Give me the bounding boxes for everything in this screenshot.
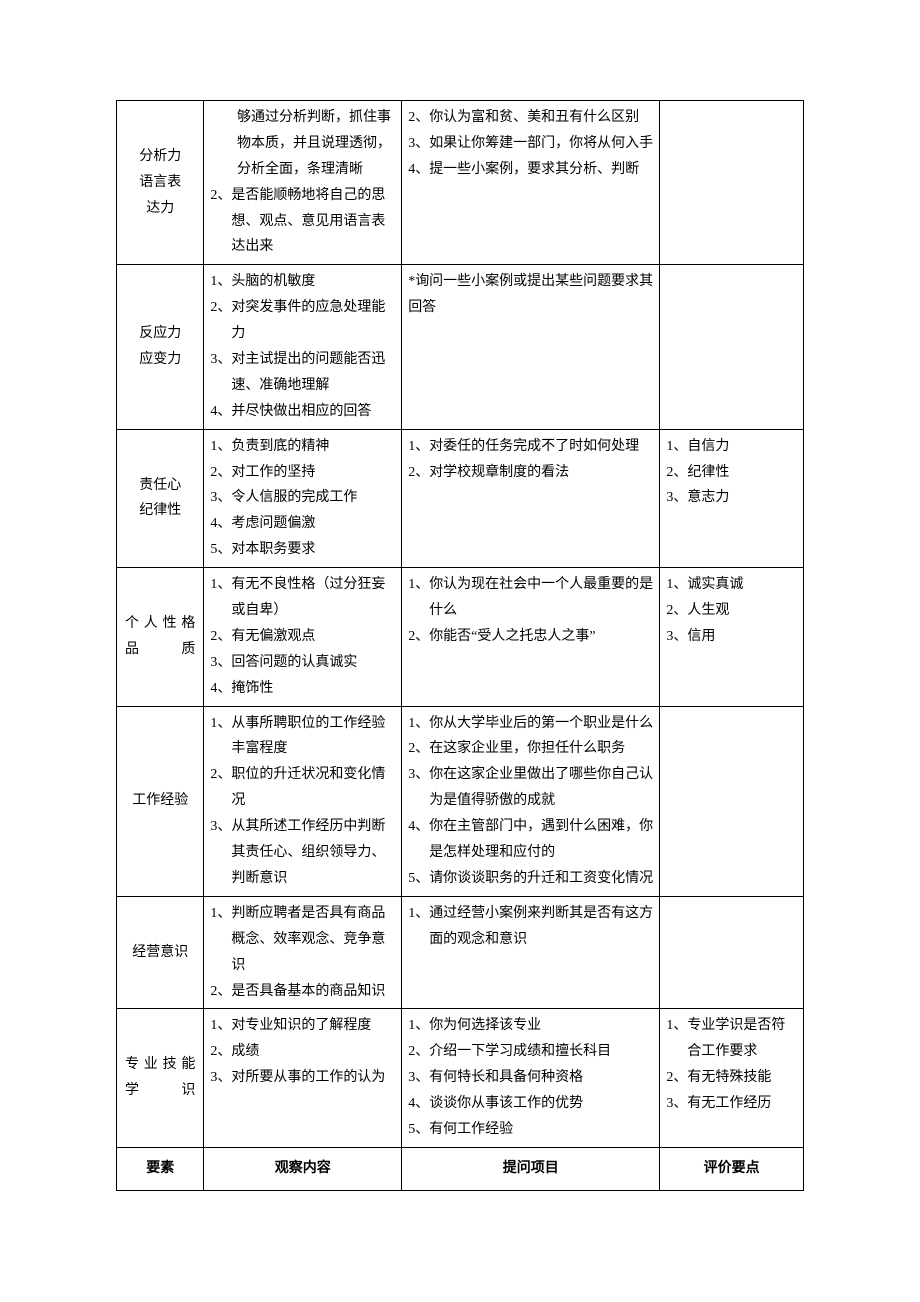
evaluate-cell: 1、专业学识是否符合工作要求2、有无特殊技能3、有无工作经历 (660, 1009, 804, 1147)
category-label: 反应力 (123, 321, 197, 347)
category-cell: 工作经验 (117, 706, 204, 896)
question-cell: 1、你认为现在社会中一个人最重要的是什么2、你能否“受人之托忠人之事” (402, 568, 660, 706)
category-label: 品质 (123, 637, 197, 663)
category-cell: 经营意识 (117, 896, 204, 1009)
table-row: 个人性格品质1、有无不良性格（过分狂妄或自卑）2、有无偏激观点3、回答问题的认真… (117, 568, 804, 706)
footer-question: 提问项目 (402, 1147, 660, 1190)
evaluate-cell (660, 706, 804, 896)
observe-cell: 1、判断应聘者是否具有商品概念、效率观念、竞争意识2、是否具备基本的商品知识 (204, 896, 402, 1009)
table-row: 工作经验 1、从事所聘职位的工作经验丰富程度2、职位的升迁状况和变化情况3、从其所… (117, 706, 804, 896)
question-cell: 1、你从大学毕业后的第一个职业是什么2、在这家企业里，你担任什么职务3、你在这家… (402, 706, 660, 896)
category-cell: 反应力应变力 (117, 265, 204, 429)
evaluate-cell: 1、自信力2、纪律性3、意志力 (660, 429, 804, 567)
category-label: 纪律性 (123, 498, 197, 524)
table-row: 专业技能学识1、对专业知识的了解程度2、成绩3、对所要从事的工作的认为1、你为何… (117, 1009, 804, 1147)
table-row: 经营意识 1、判断应聘者是否具有商品概念、效率观念、竞争意识2、是否具备基本的商品… (117, 896, 804, 1009)
footer-evaluate: 评价要点 (660, 1147, 804, 1190)
evaluate-cell (660, 265, 804, 429)
question-cell: *询问一些小案例或提出某些问题要求其回答 (402, 265, 660, 429)
category-label: 达力 (123, 196, 197, 222)
category-label: 语言表 (123, 170, 197, 196)
evaluate-cell: 1、诚实真诚2、人生观3、信用 (660, 568, 804, 706)
evaluation-table: 分析力语言表达力够通过分析判断，抓住事物本质，并且说理透彻，分析全面，条理清晰2… (116, 100, 804, 1191)
footer-category: 要素 (117, 1147, 204, 1190)
question-cell: 2、你认为富和贫、美和丑有什么区别3、如果让你筹建一部门，你将从何入手4、提一些… (402, 101, 660, 265)
table-footer-row: 要素 观察内容 提问项目 评价要点 (117, 1147, 804, 1190)
category-label: 个人性格 (123, 611, 197, 637)
table-row: 分析力语言表达力够通过分析判断，抓住事物本质，并且说理透彻，分析全面，条理清晰2… (117, 101, 804, 265)
table-row: 反应力应变力1、头脑的机敏度2、对突发事件的应急处理能力3、对主试提出的问题能否… (117, 265, 804, 429)
evaluate-cell (660, 101, 804, 265)
category-label: 经营意识 (123, 940, 197, 966)
observe-cell: 1、头脑的机敏度2、对突发事件的应急处理能力3、对主试提出的问题能否迅速、准确地… (204, 265, 402, 429)
observe-cell: 1、对专业知识的了解程度2、成绩3、对所要从事的工作的认为 (204, 1009, 402, 1147)
category-cell: 专业技能学识 (117, 1009, 204, 1147)
category-label: 学识 (123, 1078, 197, 1104)
table-row: 责任心纪律性1、负责到底的精神2、对工作的坚持3、令人信服的完成工作4、考虑问题… (117, 429, 804, 567)
category-label: 应变力 (123, 347, 197, 373)
category-label: 责任心 (123, 473, 197, 499)
category-label: 工作经验 (123, 788, 197, 814)
evaluate-cell (660, 896, 804, 1009)
category-cell: 分析力语言表达力 (117, 101, 204, 265)
question-cell: 1、对委任的任务完成不了时如何处理2、对学校规章制度的看法 (402, 429, 660, 567)
category-cell: 责任心纪律性 (117, 429, 204, 567)
question-cell: 1、你为何选择该专业2、介绍一下学习成绩和擅长科目3、有何特长和具备何种资格4、… (402, 1009, 660, 1147)
category-cell: 个人性格品质 (117, 568, 204, 706)
table-body: 分析力语言表达力够通过分析判断，抓住事物本质，并且说理透彻，分析全面，条理清晰2… (117, 101, 804, 1148)
observe-cell: 够通过分析判断，抓住事物本质，并且说理透彻，分析全面，条理清晰2、是否能顺畅地将… (204, 101, 402, 265)
category-label: 专业技能 (123, 1052, 197, 1078)
observe-cell: 1、从事所聘职位的工作经验丰富程度2、职位的升迁状况和变化情况3、从其所述工作经… (204, 706, 402, 896)
observe-cell: 1、有无不良性格（过分狂妄或自卑）2、有无偏激观点3、回答问题的认真诚实4、掩饰… (204, 568, 402, 706)
question-cell: 1、通过经营小案例来判断其是否有这方面的观念和意识 (402, 896, 660, 1009)
observe-cell: 1、负责到底的精神2、对工作的坚持3、令人信服的完成工作4、考虑问题偏激5、对本… (204, 429, 402, 567)
footer-observe: 观察内容 (204, 1147, 402, 1190)
category-label: 分析力 (123, 144, 197, 170)
document-page: 分析力语言表达力够通过分析判断，抓住事物本质，并且说理透彻，分析全面，条理清晰2… (0, 0, 920, 1291)
